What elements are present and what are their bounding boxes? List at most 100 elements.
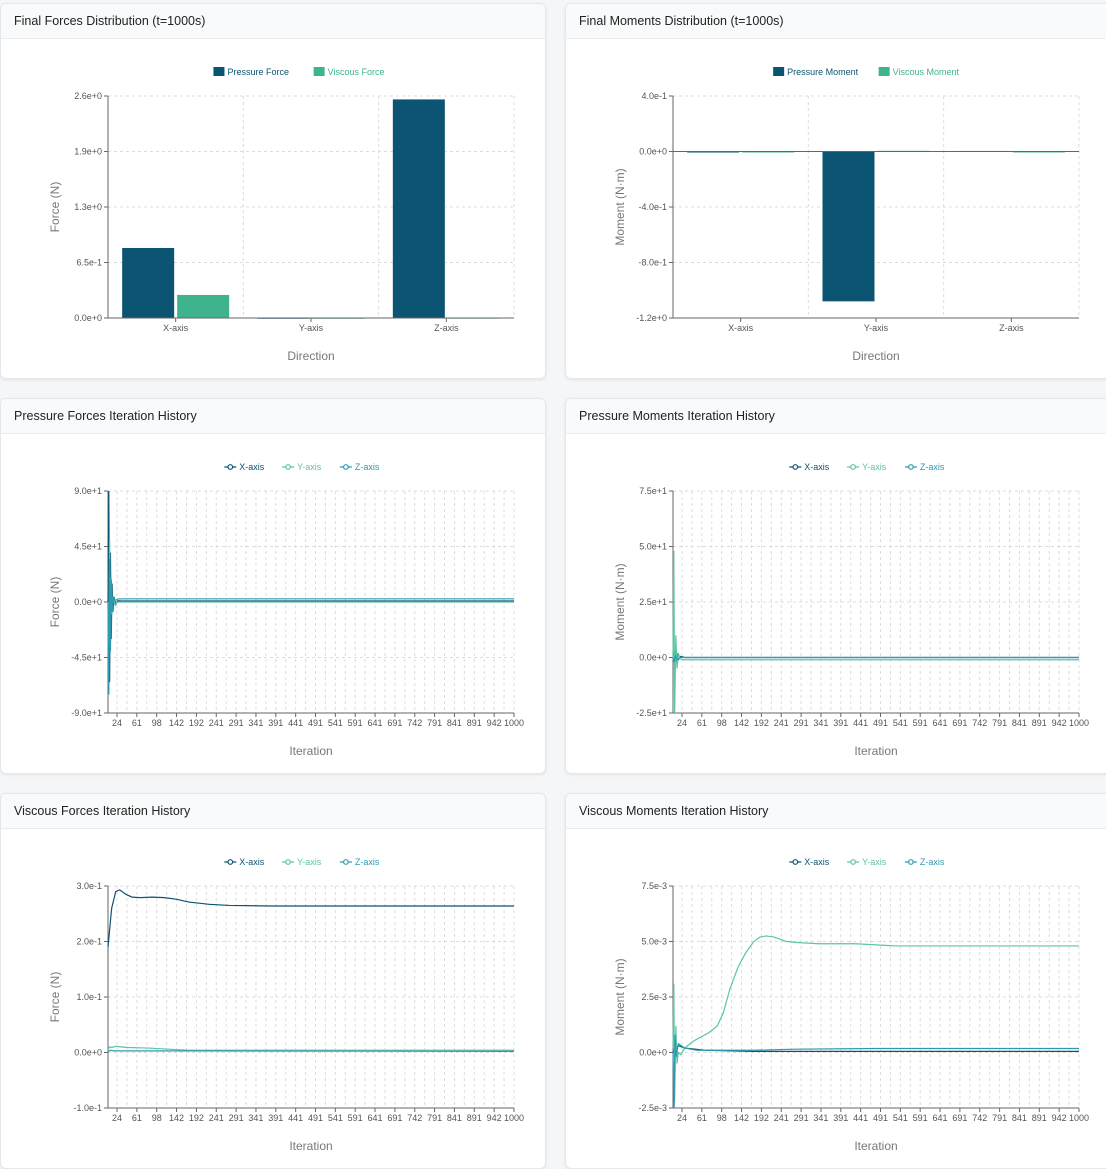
pressure-forces-history-card: Pressure Forces Iteration History -9.0e+… xyxy=(0,398,546,774)
x-tick-label: 742 xyxy=(407,1113,422,1123)
y-tick-label: 0.0e+0 xyxy=(74,597,102,607)
legend-item: Pressure Moment xyxy=(773,67,859,77)
x-tick-label: 192 xyxy=(754,718,769,728)
x-tick-label: 291 xyxy=(229,1113,244,1123)
x-tick-label: 541 xyxy=(328,718,343,728)
legend-item: Y-axis xyxy=(282,857,322,867)
legend-item: X-axis xyxy=(789,462,830,472)
legend-swatch xyxy=(878,67,890,76)
x-tick-label: 61 xyxy=(132,1113,142,1123)
legend-marker xyxy=(792,859,799,865)
legend-marker xyxy=(227,464,234,470)
x-tick-label: 1000 xyxy=(504,1113,524,1123)
y-tick-label: -2.5e-3 xyxy=(638,1103,667,1113)
legend-item: Z-axis xyxy=(904,462,945,472)
x-tick-label: 791 xyxy=(992,1113,1007,1123)
legend-item: Y-axis xyxy=(282,462,322,472)
legend-item: X-axis xyxy=(224,462,265,472)
y-tick-label: -1.2e+0 xyxy=(636,313,667,323)
legend-item: Viscous Moment xyxy=(878,67,960,77)
card-title: Pressure Moments Iteration History xyxy=(566,399,1106,434)
bar xyxy=(177,294,230,318)
series-line xyxy=(672,1034,1079,1109)
x-tick-label: 192 xyxy=(189,1113,204,1123)
series-line xyxy=(672,550,1079,714)
y-tick-label: 1.0e-1 xyxy=(76,992,102,1002)
y-tick-label: -1.0e-1 xyxy=(73,1103,102,1113)
legend-label: Z-axis xyxy=(920,462,945,472)
series-line xyxy=(672,655,1079,663)
x-tick-label: 541 xyxy=(893,1113,908,1123)
legend-label: Y-axis xyxy=(297,857,322,867)
x-tick-label: 391 xyxy=(268,1113,283,1123)
y-tick-label: 3.0e-1 xyxy=(76,881,102,891)
x-tick-label: 241 xyxy=(774,718,789,728)
legend-item: X-axis xyxy=(789,857,830,867)
x-tick-label: 891 xyxy=(1032,1113,1047,1123)
x-tick-label: Z-axis xyxy=(999,323,1024,333)
x-axis-title: Iteration xyxy=(854,1139,897,1153)
x-tick-label: 192 xyxy=(189,718,204,728)
x-tick-label: 291 xyxy=(794,1113,809,1123)
final-forces-card: Final Forces Distribution (t=1000s) 0.0e… xyxy=(0,3,546,379)
y-tick-label: -2.5e+1 xyxy=(636,708,667,718)
x-tick-label: 791 xyxy=(427,1113,442,1123)
x-tick-label: 391 xyxy=(833,718,848,728)
legend-item: Z-axis xyxy=(904,857,945,867)
legend-label: Pressure Force xyxy=(227,67,289,77)
x-tick-label: 791 xyxy=(992,718,1007,728)
legend-marker xyxy=(285,859,292,865)
final-moments-card: Final Moments Distribution (t=1000s) -1.… xyxy=(565,3,1106,379)
x-tick-label: 391 xyxy=(268,718,283,728)
y-tick-label: 5.0e+1 xyxy=(639,542,667,552)
x-tick-label: 641 xyxy=(933,718,948,728)
x-tick-label: 341 xyxy=(813,1113,828,1123)
legend-swatch xyxy=(213,67,225,76)
x-axis-title: Iteration xyxy=(289,744,332,758)
pressure-moments-history-chart: -2.5e+1 0.0e+0 2.5e+1 5.0e+1 7.5e+1 24 61 98 142… xyxy=(613,462,1089,758)
bar xyxy=(392,99,445,318)
legend-marker xyxy=(908,859,914,865)
x-tick-label: 891 xyxy=(467,718,482,728)
y-tick-label: 0.0e+0 xyxy=(639,1048,667,1058)
x-tick-label: 591 xyxy=(913,1113,928,1123)
y-tick-label: 1.9e+0 xyxy=(74,147,102,157)
y-tick-label: 0.0e+0 xyxy=(74,1048,102,1058)
legend-item: Pressure Force xyxy=(213,67,289,77)
y-tick-label: 1.3e+0 xyxy=(74,202,102,212)
x-axis-title: Iteration xyxy=(854,744,897,758)
y-axis-title: Force (N) xyxy=(48,182,62,233)
legend-marker xyxy=(792,464,799,470)
legend-label: X-axis xyxy=(239,462,265,472)
x-tick-label: 1000 xyxy=(504,718,524,728)
legend-item: X-axis xyxy=(224,857,265,867)
x-tick-label: 291 xyxy=(229,718,244,728)
legend-item: Y-axis xyxy=(847,857,887,867)
x-tick-label: 891 xyxy=(467,1113,482,1123)
legend-label: Pressure Moment xyxy=(787,67,859,77)
x-tick-label: X-axis xyxy=(728,323,754,333)
pressure-moments-history-card: Pressure Moments Iteration History -2.5e… xyxy=(565,398,1106,774)
y-tick-label: 9.0e+1 xyxy=(74,486,102,496)
x-tick-label: 241 xyxy=(774,1113,789,1123)
x-tick-label: 641 xyxy=(368,718,383,728)
y-tick-label: 2.5e+1 xyxy=(639,597,667,607)
x-tick-label: 742 xyxy=(972,1113,987,1123)
x-tick-label: 1000 xyxy=(1069,1113,1089,1123)
series-line xyxy=(107,1045,514,1051)
x-tick-label: 791 xyxy=(427,718,442,728)
y-axis-title: Force (N) xyxy=(48,972,62,1023)
x-tick-label: 541 xyxy=(893,718,908,728)
legend-label: X-axis xyxy=(239,857,265,867)
x-tick-label: 142 xyxy=(734,718,749,728)
y-tick-label: -4.0e-1 xyxy=(638,202,667,212)
x-tick-label: 61 xyxy=(697,718,707,728)
y-tick-label: 2.0e-1 xyxy=(76,937,102,947)
x-tick-label: 942 xyxy=(487,1113,502,1123)
x-tick-label: 691 xyxy=(952,718,967,728)
y-tick-label: 4.0e-1 xyxy=(641,91,667,101)
x-tick-label: 441 xyxy=(288,718,303,728)
y-tick-label: 5.0e-3 xyxy=(641,937,667,947)
x-tick-label: 691 xyxy=(387,1113,402,1123)
legend-label: Viscous Moment xyxy=(893,67,960,77)
